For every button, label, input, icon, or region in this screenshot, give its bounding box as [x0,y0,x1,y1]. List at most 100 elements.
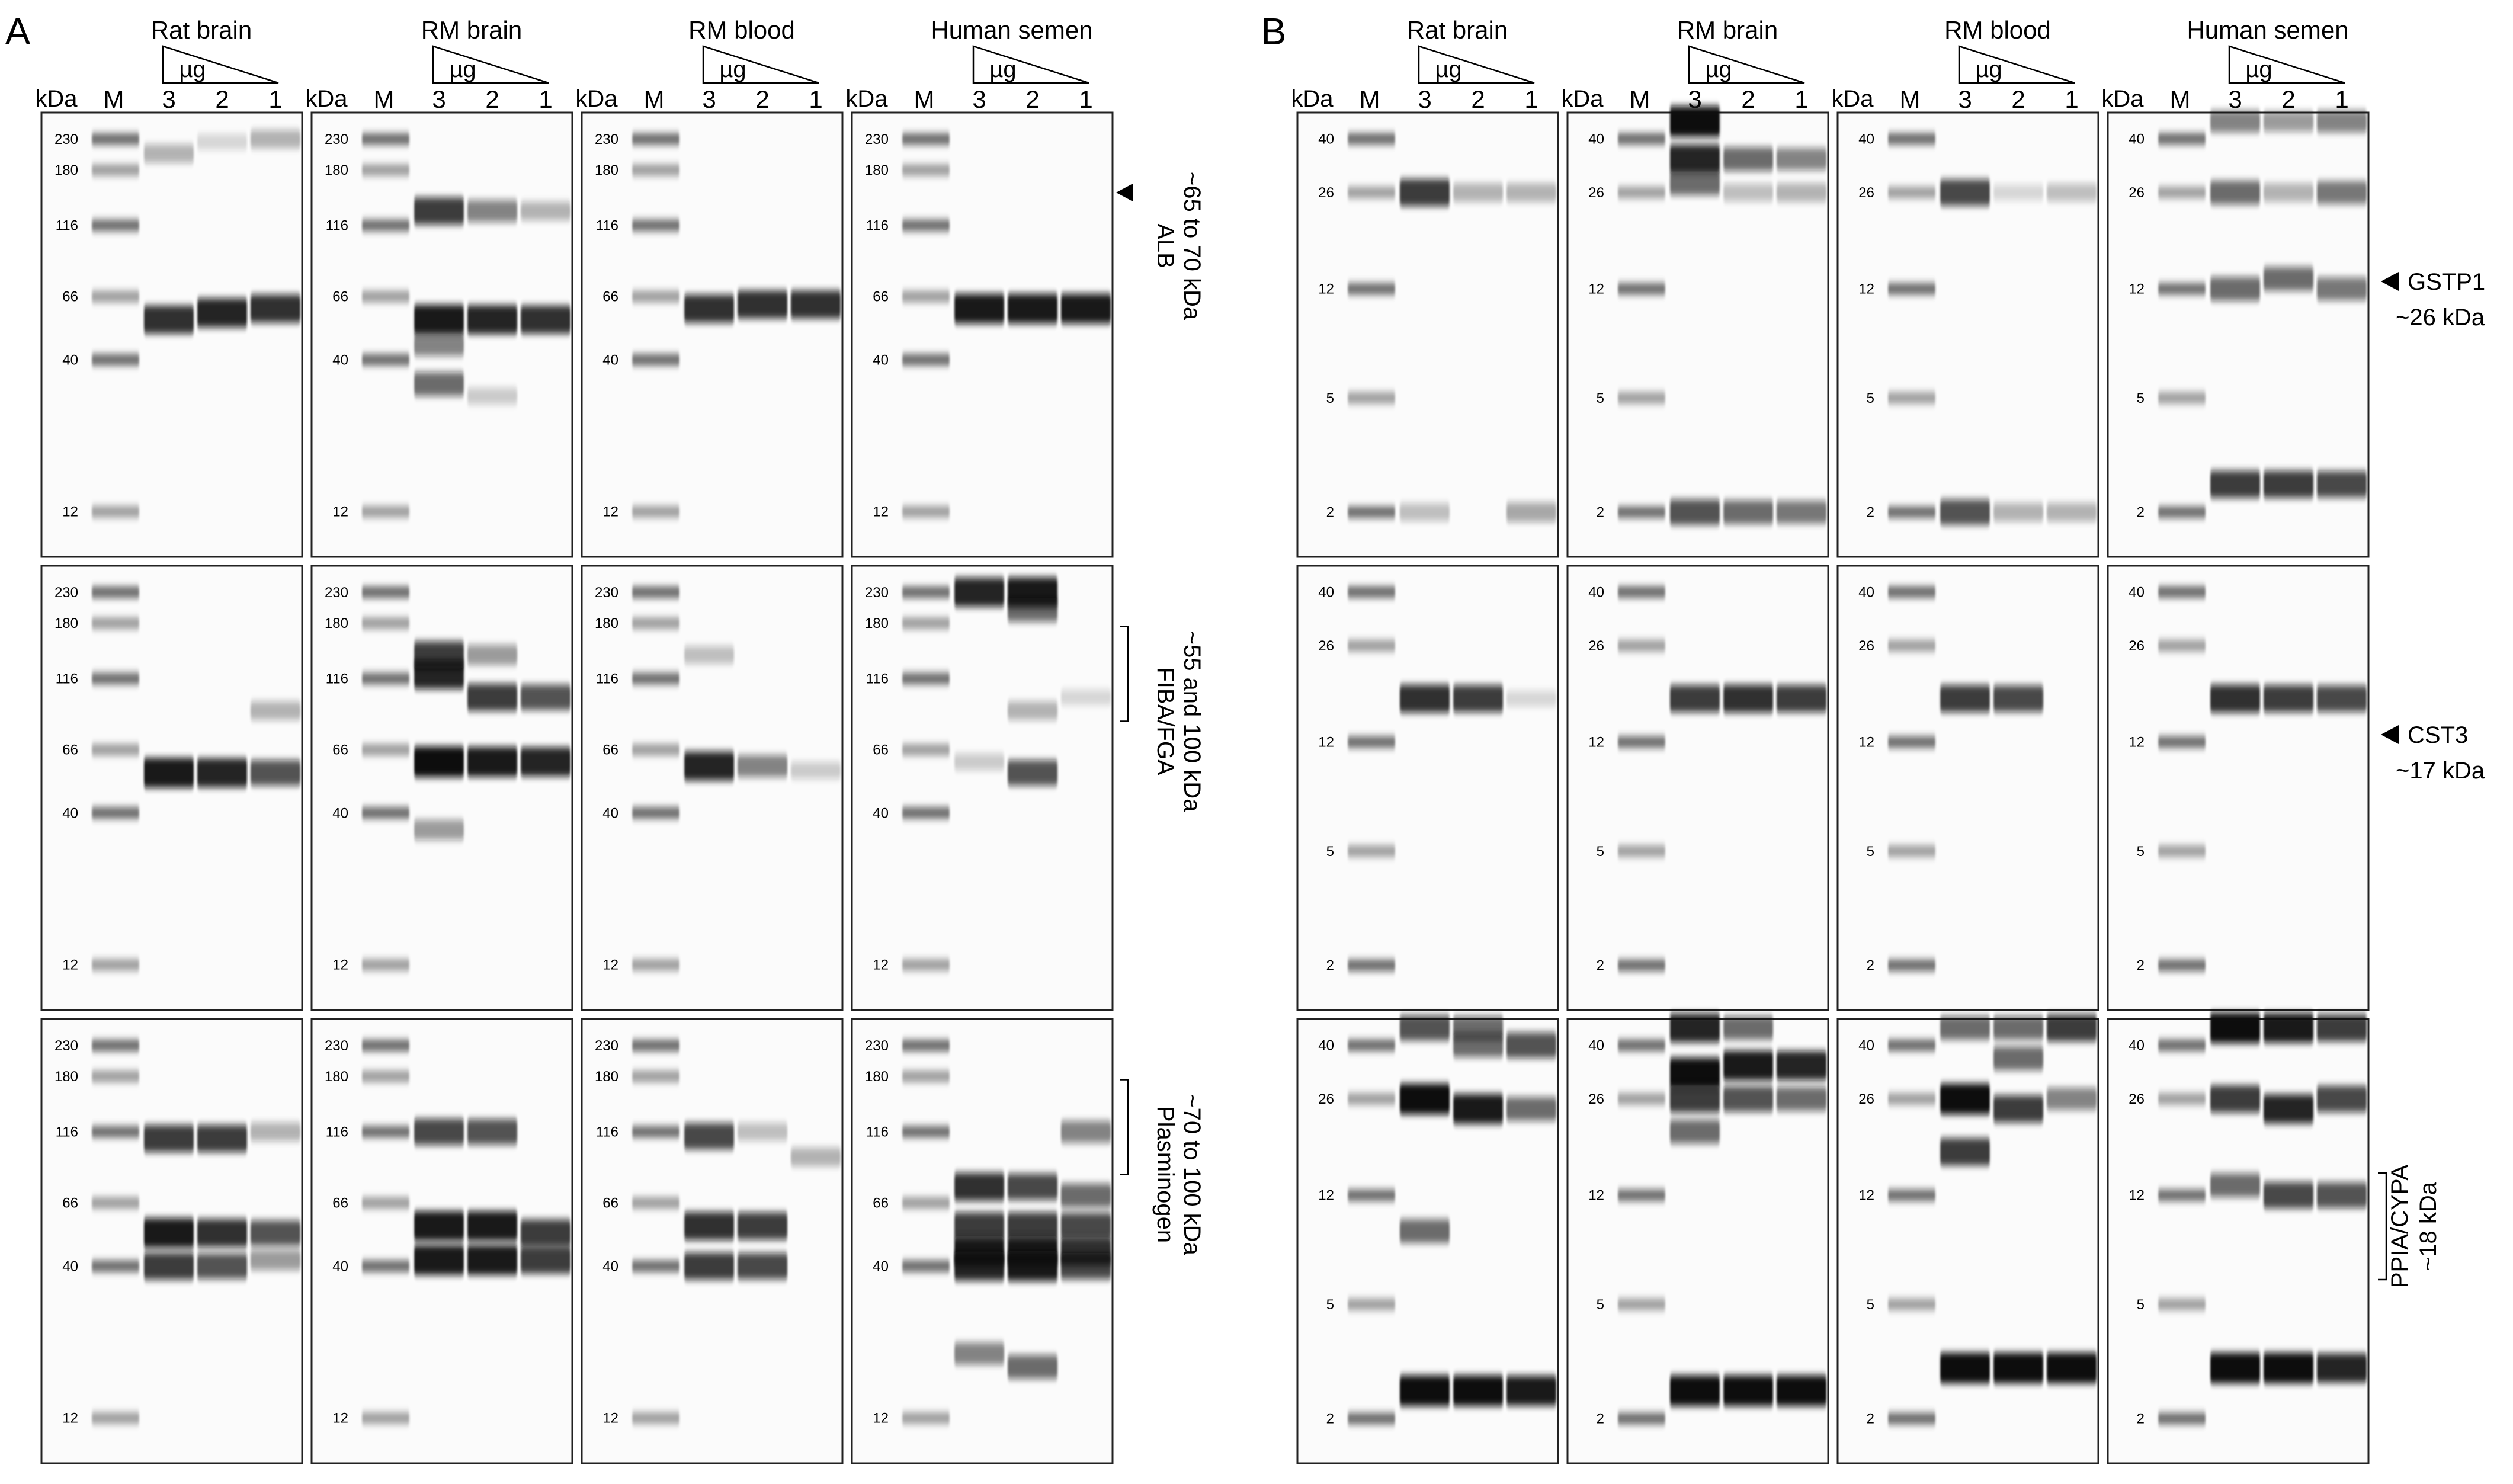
unit-label: µg [1975,56,2002,82]
protein-band [251,130,300,149]
blot-box: 230 180 116 66 40 12 [310,1018,573,1464]
marker-band [632,1039,679,1052]
ladder-tick-label: 26 [1858,185,1874,201]
ladder-tick-label: 12 [1318,1188,1334,1204]
ladder-tick-label: 12 [62,957,78,973]
protein-band [144,144,194,163]
ladder-tick-label: 230 [595,132,618,148]
protein-band [467,746,517,777]
marker-band [1888,283,1935,295]
target-size: ~55 and 100 kDa [1179,631,1205,813]
amount-lane-label: 2 [2011,85,2025,113]
protein-band [197,758,247,787]
ladder-tick-label: 12 [602,1411,618,1427]
blot-box: 40 26 12 5 2 [2107,1012,2370,1464]
protein-band [1777,1051,1826,1081]
arrow-icon [1116,184,1133,201]
marker-band [1348,640,1395,652]
ladder-tick-label: 40 [1858,1037,1874,1053]
ladder-tick-label: 12 [332,504,348,520]
protein-band [521,1219,570,1247]
ladder-tick-label: 12 [602,957,618,973]
blot-box: 40 26 12 5 2 [1566,106,1829,558]
unit-label: µg [449,56,476,82]
protein-band [684,751,734,781]
marker-band [2158,1093,2206,1105]
marker-band [92,959,139,971]
ladder-tick-label: 12 [1588,1188,1604,1204]
marker-band [902,743,950,756]
protein-band [1061,293,1111,324]
ladder-tick-label: 40 [2129,584,2145,600]
unit-label: µg [1705,56,1732,82]
ladder-tick-label: 40 [1318,584,1334,600]
target-annotation: FIBA/FGA ~55 and 100 kDa [1120,626,1205,813]
protein-band [2264,470,2313,498]
sample-header: RM brain µg kDa M 3 2 1 [305,16,552,113]
protein-band [1008,1355,1057,1379]
protein-band [414,1118,464,1145]
blot-frame [2107,565,2370,1011]
ladder-tick-label: 116 [56,218,78,234]
marker-band [632,1070,679,1082]
protein-band [467,200,517,222]
marker-band [2158,1039,2206,1052]
ladder-tick-label: 180 [865,616,889,632]
amount-lane-label: 2 [755,85,769,113]
blot-frame [40,565,303,1011]
blot-frame [851,565,1114,1011]
ladder-tick-label: 230 [55,1038,78,1054]
ladder-tick-label: 40 [1318,131,1334,147]
protein-band [467,1119,517,1145]
panel-letter: B [1261,10,1287,53]
marker-band [362,354,409,366]
marker-band [1618,736,1665,748]
ladder-tick-label: 26 [2129,638,2145,654]
protein-band [1670,145,1720,174]
marker-band [1348,1412,1395,1425]
marker-band [1888,586,1935,598]
protein-band [1400,1219,1450,1243]
ladder-tick-label: 40 [62,1258,78,1274]
marker-band [362,1412,409,1424]
protein-band [954,578,1004,607]
blot-box: 40 26 12 5 2 [1566,1013,1829,1464]
marker-band [1888,1412,1935,1425]
ladder-tick-label: 5 [1867,390,1874,406]
amount-lane-label: 1 [268,85,282,113]
blot-box: 230 180 116 66 40 12 [310,111,573,558]
blot-frame [1296,565,1559,1011]
marker-band [1618,1412,1665,1425]
ladder-tick-label: 116 [326,1124,348,1140]
ladder-tick-label: 5 [1326,844,1334,860]
marker-band [632,617,679,629]
marker-band [2158,640,2206,652]
protein-band [1506,502,1556,522]
marker-band [1888,392,1935,404]
blot-frame [1566,565,1829,1011]
ladder-tick-label: 40 [2129,131,2145,147]
ladder-tick-label: 230 [865,585,889,601]
marker-band [92,290,139,303]
protein-band [1940,1352,1990,1384]
panel-letter: A [5,10,31,53]
marker-band [1888,845,1935,857]
amount-lane-label: 3 [1418,85,1431,113]
marker-lane-label: M [914,85,935,113]
protein-band [1400,684,1450,713]
marker-band [1618,283,1665,295]
marker-band [92,1070,139,1082]
ladder-tick-label: 116 [596,1124,618,1140]
protein-band [1993,1095,2043,1123]
target-size: ~18 kDa [2415,1181,2441,1271]
protein-band [521,1246,570,1274]
marker-band [632,1197,679,1209]
protein-band [1400,503,1450,521]
protein-band [2264,1182,2313,1209]
marker-band [1888,1093,1935,1105]
protein-band [954,1172,1004,1201]
protein-band [1777,1375,1826,1406]
amount-lane-label: 1 [1794,85,1808,113]
marker-band [362,959,409,971]
